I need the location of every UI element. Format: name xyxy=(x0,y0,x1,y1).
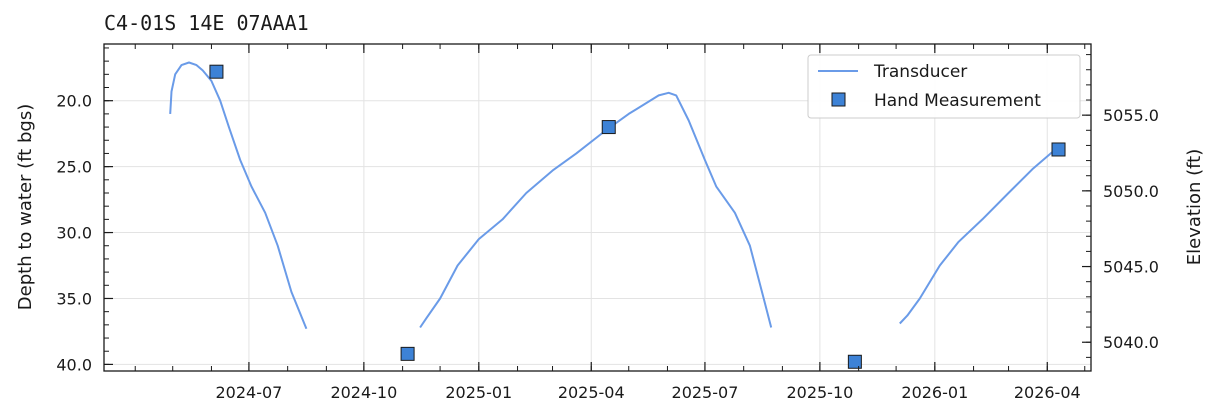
y2-tick-label: 5040.0 xyxy=(1103,333,1159,352)
legend-label-transducer: Transducer xyxy=(873,62,967,82)
x-tick-label: 2024-07 xyxy=(215,383,282,402)
x-tick-label: 2026-01 xyxy=(901,383,968,402)
y-tick-label: 20.0 xyxy=(56,92,92,111)
x-tick-label: 2026-04 xyxy=(1014,383,1081,402)
axes: 2024-07 2024-10 2025-01 2025-04 2025-07 2025-… xyxy=(56,44,1159,402)
legend-marker-hand xyxy=(831,92,846,107)
y-tick-label: 40.0 xyxy=(56,355,92,374)
y-tick-label: 30.0 xyxy=(56,224,92,243)
transducer-line-segment xyxy=(169,61,308,330)
legend-box xyxy=(807,54,1081,119)
y2-axis-label: Elevation (ft) xyxy=(1184,149,1205,265)
hand-measurement-point xyxy=(400,346,415,361)
y-tick-label: 25.0 xyxy=(56,158,92,177)
x-tick-label: 2025-07 xyxy=(672,383,739,402)
hand-measurement-point xyxy=(1051,142,1066,157)
x-tick-label: 2025-04 xyxy=(558,383,625,402)
legend-label-hand: Hand Measurement xyxy=(874,91,1041,111)
y-axis-label: Depth to water (ft bgs) xyxy=(15,104,36,310)
x-tick-label: 2024-10 xyxy=(330,383,397,402)
x-tick-label: 2025-01 xyxy=(445,383,512,402)
transducer-line-segment xyxy=(899,146,1060,325)
hand-measurement-point xyxy=(601,120,616,135)
y2-tick-label: 5045.0 xyxy=(1103,258,1159,277)
x-tick-label: 2025-10 xyxy=(786,383,853,402)
plot-frame xyxy=(103,43,1092,372)
transducer-line-segment xyxy=(419,91,773,329)
y-tick-label: 35.0 xyxy=(56,289,92,308)
chart-title: C4-01S 14E 07AAA1 xyxy=(104,11,309,35)
y2-tick-label: 5050.0 xyxy=(1103,182,1159,201)
hand-measurement-point xyxy=(209,64,224,79)
series-layer xyxy=(169,61,1066,369)
y2-tick-label: 5055.0 xyxy=(1103,106,1159,125)
hand-measurement-point xyxy=(847,354,862,369)
legend: Transducer Hand Measurement xyxy=(807,54,1081,119)
